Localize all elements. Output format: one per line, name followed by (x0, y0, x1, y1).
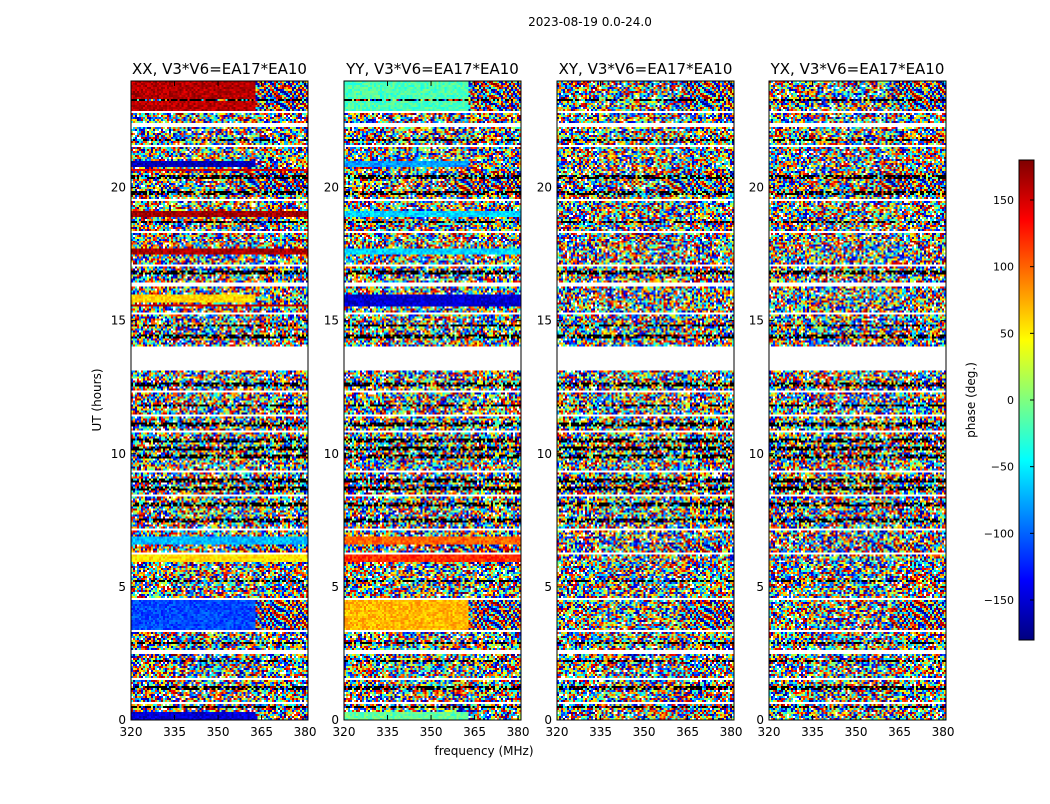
panel-title: XY, V3*V6=EA17*EA10 (559, 60, 733, 78)
x-axis-label: frequency (MHz) (434, 744, 533, 758)
y-tick-label: 10 (111, 447, 126, 461)
y-tick-label: 0 (331, 713, 339, 727)
colorbar-tick-label: −50 (991, 461, 1014, 474)
colorbar-tick-label: −100 (984, 527, 1014, 540)
colorbar-label: phase (deg.) (964, 362, 978, 438)
x-tick-label: 350 (207, 725, 230, 739)
phase-heatmap (131, 81, 308, 720)
panel: XY, V3*V6=EA17*EA10 320 335 350 365 380 0 5 10 15… (537, 60, 743, 739)
x-tick-label: 365 (250, 725, 273, 739)
colorbar-gradient (1019, 160, 1034, 640)
x-tick-label: 320 (546, 725, 569, 739)
x-tick-label: 320 (120, 725, 143, 739)
phase-heatmap (769, 81, 946, 720)
y-tick-label: 10 (537, 447, 552, 461)
colorbar-tick-label: −150 (984, 594, 1014, 607)
panel-frame (130, 80, 309, 721)
panel: XX, V3*V6=EA17*EA10 320 335 350 365 380 0 5 10 15… (111, 60, 317, 739)
x-tick-label: 350 (845, 725, 868, 739)
panel-title: YX, V3*V6=EA17*EA10 (770, 60, 945, 78)
panel-title: YY, V3*V6=EA17*EA10 (345, 60, 519, 78)
x-tick-label: 320 (333, 725, 356, 739)
x-tick-label: 380 (720, 725, 743, 739)
x-tick-label: 380 (507, 725, 530, 739)
x-tick-label: 335 (376, 725, 399, 739)
phase-heatmap (344, 81, 521, 720)
y-tick-label: 15 (111, 314, 126, 328)
y-tick-label: 15 (324, 314, 339, 328)
y-tick-label: 15 (537, 314, 552, 328)
y-tick-label: 20 (537, 181, 552, 195)
x-tick-label: 320 (758, 725, 781, 739)
y-tick-label: 5 (756, 580, 764, 594)
y-tick-label: 0 (118, 713, 126, 727)
colorbar-tick-label: 150 (993, 194, 1014, 207)
colorbar-tick-label: 0 (1007, 394, 1014, 407)
y-tick-label: 0 (544, 713, 552, 727)
x-tick-label: 380 (294, 725, 317, 739)
x-tick-label: 365 (676, 725, 699, 739)
panels: XX, V3*V6=EA17*EA10 320 335 350 365 380 0 5 10 15… (111, 60, 955, 739)
x-tick-label: 350 (633, 725, 656, 739)
phase-heatmap (557, 81, 734, 720)
y-tick-label: 10 (749, 447, 764, 461)
y-tick-label: 20 (324, 181, 339, 195)
x-tick-label: 350 (420, 725, 443, 739)
y-tick-label: 5 (544, 580, 552, 594)
x-tick-label: 335 (589, 725, 612, 739)
colorbar-tick-label: 100 (993, 261, 1014, 274)
x-tick-label: 380 (932, 725, 955, 739)
panel-title: XX, V3*V6=EA17*EA10 (132, 60, 307, 78)
y-tick-label: 5 (331, 580, 339, 594)
y-tick-label: 10 (324, 447, 339, 461)
x-tick-label: 335 (801, 725, 824, 739)
y-tick-label: 5 (118, 580, 126, 594)
y-tick-label: 20 (749, 181, 764, 195)
panel-frame (556, 80, 735, 721)
panel-frame (343, 80, 522, 721)
panel: YX, V3*V6=EA17*EA10 320 335 350 365 380 0 5 10 15… (749, 60, 955, 739)
x-tick-label: 365 (463, 725, 486, 739)
x-tick-label: 335 (163, 725, 186, 739)
panel: YY, V3*V6=EA17*EA10 320 335 350 365 380 0 5 10 15… (324, 60, 530, 739)
colorbar: 150 100 50 0 −50 −100 −150 (984, 159, 1035, 641)
y-tick-label: 15 (749, 314, 764, 328)
panel-frame (768, 80, 947, 721)
y-tick-label: 20 (111, 181, 126, 195)
y-tick-label: 0 (756, 713, 764, 727)
y-axis-label: UT (hours) (90, 368, 104, 431)
x-tick-label: 365 (888, 725, 911, 739)
colorbar-tick-label: 50 (1000, 327, 1014, 340)
figure-suptitle: 2023-08-19 0.0-24.0 (528, 15, 652, 29)
